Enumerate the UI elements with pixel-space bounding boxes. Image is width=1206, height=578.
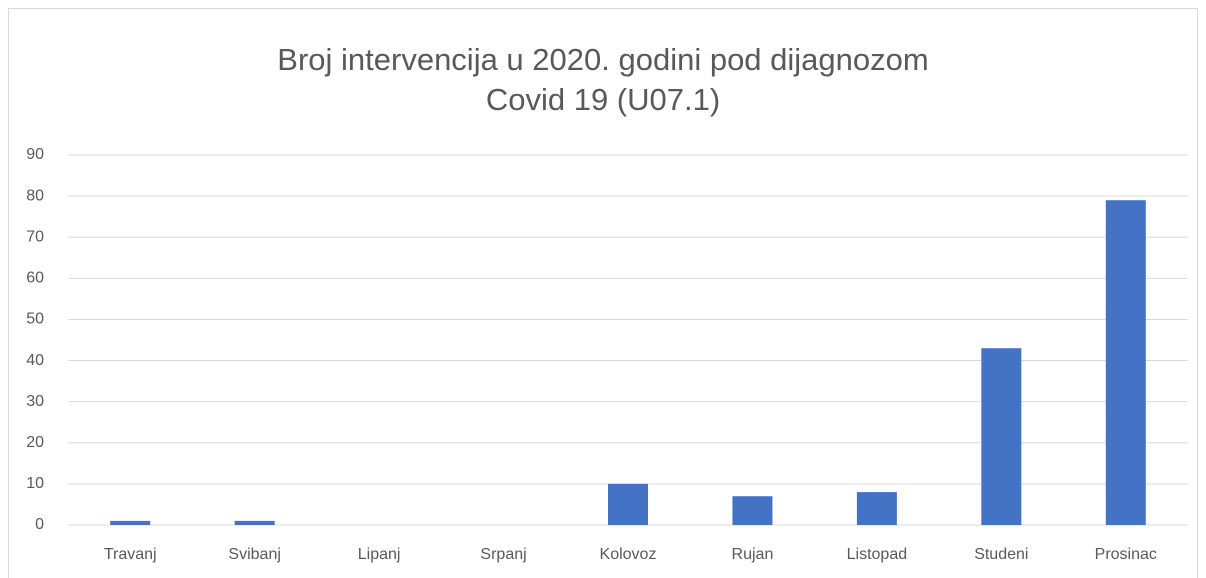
chart-border xyxy=(8,8,1198,578)
bar xyxy=(856,492,897,525)
bar xyxy=(1105,200,1146,525)
x-tick-label: Studeni xyxy=(974,546,1028,563)
x-tick-label: Rujan xyxy=(732,546,774,563)
y-tick-label: 60 xyxy=(26,270,44,287)
bar xyxy=(981,348,1022,525)
x-tick-label: Srpanj xyxy=(480,546,526,563)
y-tick-label: 10 xyxy=(26,475,44,492)
y-tick-label: 50 xyxy=(26,311,44,328)
y-tick-label: 0 xyxy=(35,516,44,533)
bar xyxy=(234,520,275,525)
y-tick-label: 20 xyxy=(26,434,44,451)
y-tick-label: 90 xyxy=(26,146,44,163)
x-tick-label: Travanj xyxy=(104,546,157,563)
x-tick-label: Listopad xyxy=(847,546,908,563)
x-tick-label: Prosinac xyxy=(1095,546,1157,563)
bar xyxy=(110,520,151,525)
chart-title: Broj intervencija u 2020. godini pod dij… xyxy=(277,42,929,117)
y-tick-label: 80 xyxy=(26,187,44,204)
x-tick-label: Lipanj xyxy=(358,546,401,563)
y-tick-label: 30 xyxy=(26,393,44,410)
y-tick-label: 70 xyxy=(26,228,44,245)
x-tick-label: Svibanj xyxy=(228,546,280,563)
y-tick-label: 40 xyxy=(26,352,44,369)
bar xyxy=(608,483,648,525)
bar xyxy=(732,496,773,525)
x-tick-label: Kolovoz xyxy=(600,546,657,563)
